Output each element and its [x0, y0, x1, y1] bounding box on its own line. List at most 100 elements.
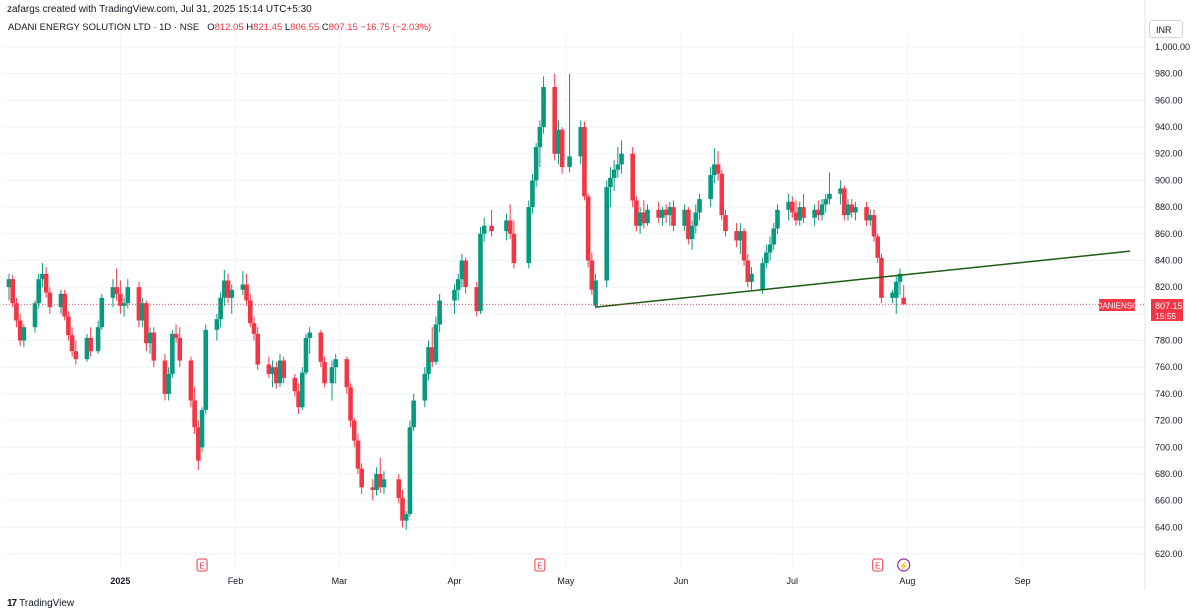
candle-body: [110, 287, 116, 298]
candle-body: [170, 333, 175, 374]
candle-body: [738, 231, 743, 241]
candle-body: [318, 332, 324, 362]
candle-body: [697, 199, 702, 213]
candle-body: [463, 260, 468, 288]
earnings-marker: [534, 558, 546, 572]
candle-body: [166, 373, 171, 394]
candle-body: [634, 200, 639, 226]
price-tag-symbol: ADANIENSOL: [1091, 302, 1143, 311]
price-tag-bg: [1151, 299, 1183, 321]
candle-body: [816, 209, 821, 216]
symbol-name: ADANI ENERGY SOLUTION LTD · 1D · NSE: [8, 22, 200, 33]
price-tag-symbol-bg: [1099, 299, 1135, 311]
candle-body: [140, 303, 145, 321]
trendline-layer: [3, 250, 1145, 308]
candle-body: [719, 173, 725, 216]
x-tick-label: Jul: [787, 576, 799, 586]
y-tick-label: 960.00: [1155, 95, 1183, 105]
close-value: 807.15: [328, 22, 358, 33]
y-tick-label: 780.00: [1155, 336, 1183, 346]
candle-body: [693, 212, 699, 226]
candle-body: [893, 281, 899, 298]
x-tick-label: Feb: [228, 576, 244, 586]
candle-body: [73, 351, 79, 360]
earnings-marker-label: E: [199, 562, 204, 571]
candle-body: [199, 409, 205, 448]
candle-body: [786, 201, 791, 210]
candle-body: [177, 337, 183, 361]
candle-body: [437, 300, 442, 325]
candle-body: [867, 215, 873, 221]
x-tick-label: Jun: [674, 576, 689, 586]
candle-body: [400, 497, 405, 521]
candle-body: [790, 201, 795, 213]
candle-body: [225, 280, 231, 298]
candle-body: [114, 287, 119, 294]
candle-body: [144, 303, 149, 344]
candle-body: [348, 387, 353, 421]
candle-body: [767, 244, 773, 253]
time-axis: 2025 Feb Mar Apr May Jun Jul Aug Sep: [110, 576, 1030, 586]
candle-body: [95, 327, 101, 352]
candle-body: [307, 332, 313, 338]
candle-body: [17, 320, 23, 341]
candle-body: [196, 427, 201, 461]
candle-body: [403, 513, 409, 521]
candle-body: [775, 209, 780, 229]
candle-body: [671, 207, 676, 226]
open-label: O: [207, 22, 215, 33]
candle-body: [374, 473, 379, 490]
candle-body: [188, 360, 194, 401]
candle-body: [897, 273, 903, 282]
candle-body: [14, 303, 19, 321]
earnings-marker-label: E: [875, 562, 880, 571]
y-tick-label: 820.00: [1155, 282, 1183, 292]
event-markers: E E E ⚡: [196, 558, 911, 572]
candle-body: [741, 231, 747, 261]
candle-body: [270, 367, 275, 374]
x-tick-label: Apr: [447, 576, 461, 586]
currency-button[interactable]: INR: [1149, 20, 1183, 38]
tradingview-logo[interactable]: 17 TradingView: [7, 598, 74, 609]
candle-body: [637, 212, 643, 226]
candle-body: [474, 287, 480, 312]
candle-body: [229, 289, 235, 298]
candle-body: [426, 347, 431, 374]
trendline: [595, 250, 1131, 308]
candle-body: [273, 367, 279, 384]
candle-body: [567, 156, 572, 168]
candle-body: [641, 212, 647, 224]
candle-body: [452, 289, 457, 301]
candle-body: [214, 319, 220, 330]
candle-body: [504, 220, 509, 232]
candle-body: [875, 236, 881, 258]
candle-body: [823, 199, 829, 205]
candle-body: [890, 292, 895, 298]
candle-body: [541, 87, 546, 128]
earnings-marker: [196, 558, 208, 572]
candle-body: [296, 391, 301, 408]
candle-body: [841, 188, 847, 216]
y-tick-label: 900.00: [1155, 175, 1183, 185]
candle-body: [244, 284, 249, 301]
earnings-marker: [872, 558, 884, 572]
candle-body: [656, 209, 661, 218]
candle-body: [396, 479, 402, 498]
y-tick-label: 760.00: [1155, 362, 1183, 372]
candle-body: [619, 153, 624, 165]
last-price-tag: ADANIENSOL 807.15 15:55: [1091, 299, 1183, 321]
candle-body: [255, 333, 261, 365]
candle-body: [32, 303, 38, 328]
x-tick-label: 2025: [110, 576, 130, 586]
symbol-legend: ADANI ENERGY SOLUTION LTD · 1D · NSE O81…: [8, 22, 431, 33]
candle-body: [351, 420, 357, 441]
candle-body: [585, 196, 591, 261]
candle-body: [355, 440, 361, 469]
candle-body: [192, 400, 197, 428]
tradingview-brand: TradingView: [19, 598, 75, 609]
x-tick-label: May: [557, 576, 575, 586]
candle-body: [578, 127, 584, 157]
dividend-marker-label: ⚡: [899, 561, 909, 571]
candle-body: [611, 169, 617, 178]
